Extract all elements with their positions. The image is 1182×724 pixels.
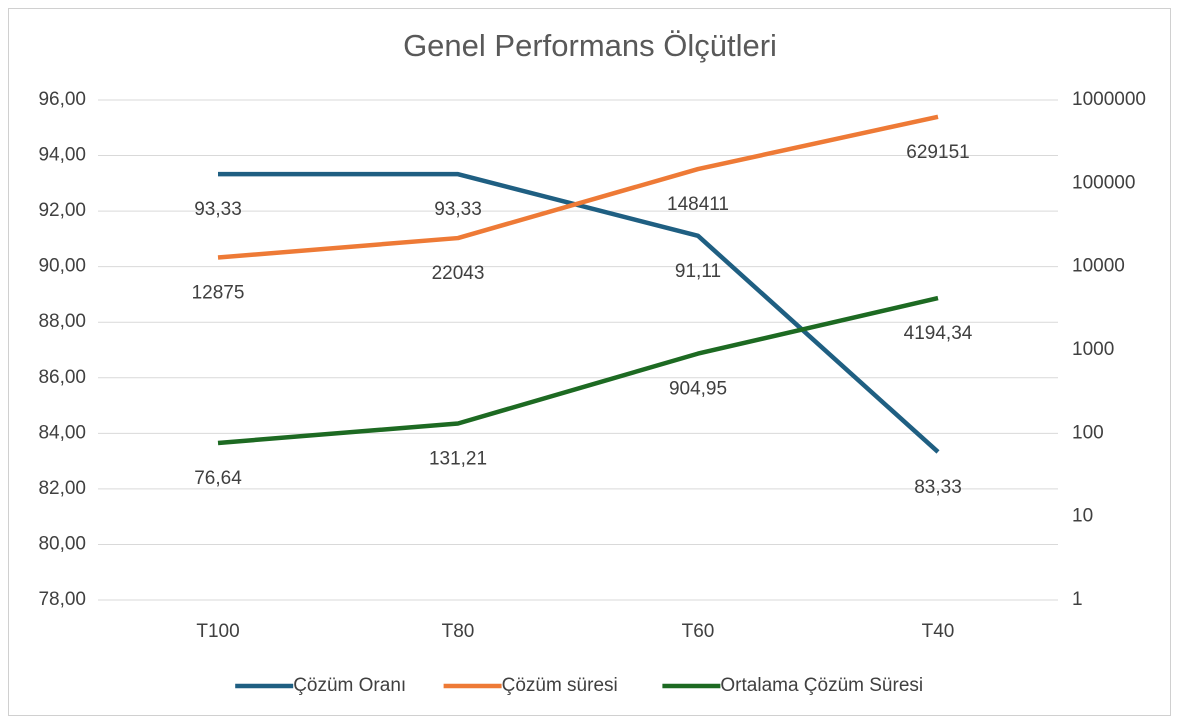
y-tick-label: 82,00 bbox=[38, 478, 86, 499]
data-label: 76,64 bbox=[194, 468, 242, 489]
y-tick-label: 86,00 bbox=[38, 367, 86, 388]
y-tick-label: 80,00 bbox=[38, 533, 86, 554]
legend-label: Çözüm Oranı bbox=[293, 675, 406, 696]
data-label: 904,95 bbox=[669, 379, 727, 400]
y-tick-label: 90,00 bbox=[38, 256, 86, 277]
y2-tick-label: 10000 bbox=[1072, 256, 1125, 277]
legend-label: Çözüm süresi bbox=[502, 675, 618, 696]
y2-tick-label: 100 bbox=[1072, 422, 1104, 443]
y2-tick-label: 1000000 bbox=[1072, 89, 1146, 110]
y-tick-label: 92,00 bbox=[38, 200, 86, 221]
chart-frame bbox=[8, 8, 1171, 716]
y-tick-label: 78,00 bbox=[38, 589, 86, 610]
data-label: 83,33 bbox=[914, 477, 962, 498]
y2-tick-label: 1000 bbox=[1072, 339, 1114, 360]
y2-tick-label: 100000 bbox=[1072, 172, 1135, 193]
chart-title: Genel Performans Ölçütleri bbox=[403, 28, 777, 63]
data-label: 91,11 bbox=[675, 261, 721, 282]
y2-tick-label: 1 bbox=[1072, 589, 1083, 610]
data-label: 131,21 bbox=[429, 449, 487, 470]
y2-tick-label: 10 bbox=[1072, 506, 1093, 527]
legend-label: Ortalama Çözüm Süresi bbox=[720, 675, 923, 696]
data-label: 629151 bbox=[906, 142, 969, 163]
y-tick-label: 88,00 bbox=[38, 311, 86, 332]
y-tick-label: 84,00 bbox=[38, 422, 86, 443]
series-line bbox=[217, 114, 939, 260]
y-tick-label: 96,00 bbox=[38, 89, 86, 110]
data-label: 22043 bbox=[432, 263, 485, 284]
data-label: 148411 bbox=[667, 194, 729, 215]
x-tick-label: T100 bbox=[196, 621, 239, 642]
data-label: 4194,34 bbox=[904, 323, 973, 344]
x-tick-label: T80 bbox=[442, 621, 475, 642]
x-tick-label: T40 bbox=[922, 621, 955, 642]
series-line bbox=[217, 295, 939, 446]
y-tick-label: 94,00 bbox=[38, 145, 86, 166]
data-label: 12875 bbox=[192, 283, 245, 304]
data-label: 93,33 bbox=[434, 199, 482, 220]
data-label: 93,33 bbox=[194, 199, 242, 220]
x-tick-label: T60 bbox=[682, 621, 715, 642]
